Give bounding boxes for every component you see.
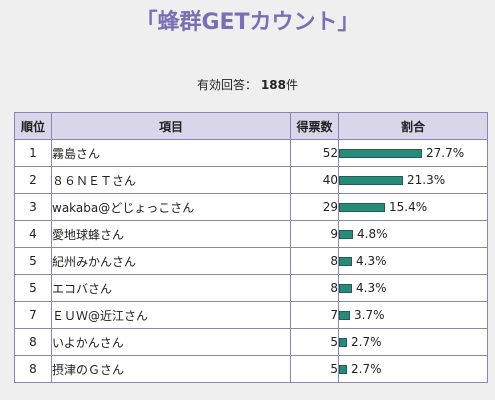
table-row: 1 霧島さん 52 27.7% bbox=[14, 139, 488, 167]
row-votes: 9 bbox=[290, 220, 339, 248]
ratio-bar-wrap: 27.7% bbox=[339, 141, 487, 166]
ratio-percent: 2.7% bbox=[351, 362, 382, 376]
ratio-bar-wrap: 4.3% bbox=[339, 249, 487, 274]
row-ratio: 15.4% bbox=[338, 193, 488, 221]
ratio-percent: 4.3% bbox=[356, 254, 387, 268]
table-header-row: 順位 項目 得票数 割合 bbox=[14, 112, 488, 140]
ratio-bar-wrap: 2.7% bbox=[339, 330, 487, 355]
row-ratio: 2.7% bbox=[338, 328, 488, 356]
ratio-bar bbox=[339, 202, 385, 212]
row-votes: 5 bbox=[290, 355, 339, 383]
ratio-bar-wrap: 3.7% bbox=[339, 303, 487, 328]
row-votes: 8 bbox=[290, 247, 339, 275]
table-row: 5 紀州みかんさん 8 4.3% bbox=[14, 247, 488, 275]
row-rank: 4 bbox=[14, 220, 52, 248]
valid-responses-count: 188 bbox=[260, 78, 286, 92]
ratio-percent: 4.8% bbox=[357, 227, 388, 241]
row-item: 摂津のＧさん bbox=[51, 355, 291, 383]
table-row: 4 愛地球蜂さん 9 4.8% bbox=[14, 220, 488, 248]
row-item: 霧島さん bbox=[51, 139, 291, 167]
ratio-percent: 27.7% bbox=[426, 146, 465, 160]
ratio-percent: 21.3% bbox=[407, 173, 446, 187]
row-rank: 7 bbox=[14, 301, 52, 329]
row-item: 紀州みかんさん bbox=[51, 247, 291, 275]
table-row: 3 wakaba@どじょっこさん 29 15.4% bbox=[14, 193, 488, 221]
header-ratio: 割合 bbox=[338, 112, 488, 140]
header-rank: 順位 bbox=[14, 112, 52, 140]
row-ratio: 4.3% bbox=[338, 274, 488, 302]
row-ratio: 4.3% bbox=[338, 247, 488, 275]
table-row: 7 ＥＵＷ@近江さん 7 3.7% bbox=[14, 301, 488, 329]
row-rank: 8 bbox=[14, 328, 52, 356]
row-rank: 5 bbox=[14, 247, 52, 275]
row-item: ＥＵＷ@近江さん bbox=[51, 301, 291, 329]
row-rank: 5 bbox=[14, 274, 52, 302]
ratio-percent: 2.7% bbox=[351, 335, 382, 349]
ratio-bar-wrap: 15.4% bbox=[339, 195, 487, 220]
row-votes: 40 bbox=[290, 166, 339, 194]
table-row: 5 エコバさん 8 4.3% bbox=[14, 274, 488, 302]
ratio-bar bbox=[339, 229, 353, 239]
table-row: 8 摂津のＧさん 5 2.7% bbox=[14, 355, 488, 383]
table-row: 8 いよかんさん 5 2.7% bbox=[14, 328, 488, 356]
row-item: ８６ＮＥＴさん bbox=[51, 166, 291, 194]
row-ratio: 3.7% bbox=[338, 301, 488, 329]
row-rank: 8 bbox=[14, 355, 52, 383]
header-votes: 得票数 bbox=[290, 112, 339, 140]
results-table: 順位 項目 得票数 割合 1 霧島さん 52 27.7% 2 ８６ＮＥＴさん 40 21.3%… bbox=[14, 112, 488, 383]
page-title: 「蜂群GETカウント」 bbox=[135, 10, 360, 35]
row-ratio: 4.8% bbox=[338, 220, 488, 248]
row-votes: 7 bbox=[290, 301, 339, 329]
row-ratio: 27.7% bbox=[338, 139, 488, 167]
ratio-bar bbox=[339, 310, 350, 320]
valid-responses-unit: 件 bbox=[285, 78, 298, 92]
table-row: 2 ８６ＮＥＴさん 40 21.3% bbox=[14, 166, 488, 194]
row-item: エコバさん bbox=[51, 274, 291, 302]
row-rank: 2 bbox=[14, 166, 52, 194]
row-votes: 8 bbox=[290, 274, 339, 302]
ratio-percent: 15.4% bbox=[389, 200, 428, 214]
ratio-bar-wrap: 4.3% bbox=[339, 276, 487, 301]
row-rank: 3 bbox=[14, 193, 52, 221]
header-item: 項目 bbox=[51, 112, 291, 140]
ratio-bar bbox=[339, 256, 352, 266]
ratio-bar bbox=[339, 148, 422, 158]
row-votes: 5 bbox=[290, 328, 339, 356]
valid-responses-label: 有効回答： bbox=[197, 78, 258, 92]
row-ratio: 21.3% bbox=[338, 166, 488, 194]
row-rank: 1 bbox=[14, 139, 52, 167]
ratio-bar-wrap: 2.7% bbox=[339, 357, 487, 382]
row-item: 愛地球蜂さん bbox=[51, 220, 291, 248]
row-item: いよかんさん bbox=[51, 328, 291, 356]
ratio-percent: 4.3% bbox=[356, 281, 387, 295]
row-votes: 52 bbox=[290, 139, 339, 167]
ratio-bar-wrap: 21.3% bbox=[339, 168, 487, 193]
results-body: 1 霧島さん 52 27.7% 2 ８６ＮＥＴさん 40 21.3% 3 wakaba@どじょっこ… bbox=[14, 139, 488, 383]
valid-responses-summary: 有効回答： 188件 bbox=[0, 76, 495, 93]
row-item: wakaba@どじょっこさん bbox=[51, 193, 291, 221]
ratio-bar bbox=[339, 364, 347, 374]
ratio-bar-wrap: 4.8% bbox=[339, 222, 487, 247]
ratio-percent: 3.7% bbox=[354, 308, 385, 322]
row-votes: 29 bbox=[290, 193, 339, 221]
ratio-bar bbox=[339, 175, 403, 185]
ratio-bar bbox=[339, 337, 347, 347]
ratio-bar bbox=[339, 283, 352, 293]
row-ratio: 2.7% bbox=[338, 355, 488, 383]
